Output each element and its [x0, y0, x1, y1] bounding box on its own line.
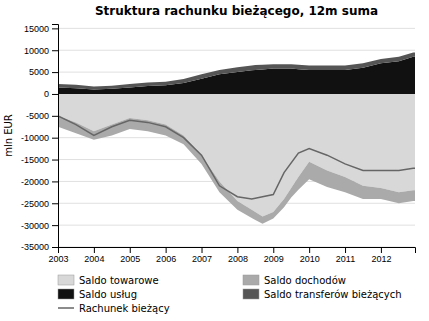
y-tick-label: -30000	[21, 221, 49, 231]
area	[58, 116, 415, 224]
line	[58, 116, 415, 199]
grid-line	[58, 50, 415, 51]
y-tick-label: -35000	[21, 242, 49, 252]
legend-item: Saldo dochodów	[243, 275, 346, 286]
title: Struktura rachunku bieżącego, 12m suma	[95, 4, 378, 18]
x-tick-label: 2005	[120, 254, 140, 264]
x-tick: 2012	[371, 247, 391, 264]
legend-item: Saldo towarowe	[58, 275, 159, 286]
x-tick: 2009	[264, 247, 284, 264]
y-tick: -25000	[21, 199, 58, 209]
y-tick-mark	[52, 181, 58, 182]
y-tick: -30000	[21, 221, 58, 231]
y-tick: -20000	[21, 177, 58, 187]
x-tick-label: 2011	[336, 254, 355, 264]
y-tick: 0	[44, 89, 58, 99]
y-tick-mark	[52, 225, 58, 226]
legend-swatch	[58, 289, 74, 299]
y-tick-label: -5000	[26, 111, 49, 121]
legend-label: Saldo transferów bieżących	[264, 289, 402, 300]
y-tick-mark	[52, 28, 58, 29]
y-tick-label: -15000	[21, 155, 49, 165]
legend-item: Rachunek bieżący	[58, 303, 170, 314]
y-tick-mark	[52, 160, 58, 161]
marks	[58, 52, 415, 223]
x-tick-mark	[345, 247, 346, 253]
area	[58, 52, 415, 89]
grid-line	[58, 28, 415, 29]
x-tick-mark	[130, 247, 131, 253]
y-tick-mark	[52, 247, 58, 248]
x-axis: 2003 2004 2005 2006 2007 2008 2009 2010 2011 2012	[48, 247, 415, 264]
x-tick: 2006	[156, 247, 176, 264]
x-tick-label: 2008	[228, 254, 248, 264]
legend-swatch	[58, 275, 74, 285]
y-tick-label: 10000	[24, 46, 49, 56]
y-tick-label: -10000	[21, 133, 49, 143]
grid-line	[58, 225, 415, 226]
y-tick: -35000	[21, 242, 58, 252]
y-tick: -15000	[21, 155, 58, 165]
legend-label: Saldo towarowe	[79, 275, 159, 286]
x-tick-label: 2004	[84, 254, 104, 264]
y-axis: -35000 -30000 -25000 -20000 -15000 -10000 -500…	[21, 24, 59, 253]
x-tick-mark	[309, 247, 310, 253]
y-tick-label: 15000	[24, 24, 49, 34]
legend-swatch	[243, 289, 259, 299]
y-tick-mark	[52, 72, 58, 73]
x-tick: 2004	[84, 247, 104, 264]
y-tick: -5000	[26, 111, 58, 121]
x-tick-mark	[381, 247, 382, 253]
x-axis-line	[59, 248, 416, 254]
y-tick: -10000	[21, 133, 58, 143]
y-tick: 10000	[24, 46, 58, 56]
y-tick-label: 5000	[29, 67, 49, 77]
x-tick: 2008	[228, 247, 248, 264]
x-tick: 2011	[336, 247, 355, 264]
x-tick-label: 2003	[48, 254, 68, 264]
y-tick-mark	[52, 50, 58, 51]
x-tick: 2005	[120, 247, 140, 264]
grid	[58, 28, 415, 247]
x-tick-label: 2009	[264, 254, 284, 264]
legend-item: Saldo usług	[58, 289, 137, 300]
y-axis-label: mln EUR	[3, 114, 14, 157]
legend-label: Saldo dochodów	[264, 275, 346, 286]
legend-swatch	[243, 275, 259, 285]
chart-container: 2003 2004 2005 2006 2007 2008 2009 2010 2011 2012…	[0, 0, 429, 321]
y-tick-mark	[52, 203, 58, 204]
x-tick: 2010	[300, 247, 320, 264]
y-tick-label: 0	[44, 89, 49, 99]
x-tick: 2007	[192, 247, 212, 264]
x-tick: 2003	[48, 247, 68, 264]
chart: 2003 2004 2005 2006 2007 2008 2009 2010 2011 2012…	[0, 0, 429, 321]
x-tick-mark	[237, 247, 238, 253]
x-tick-label: 2007	[192, 254, 212, 264]
x-tick-mark	[94, 247, 95, 253]
x-tick-mark	[166, 247, 167, 253]
x-tick-mark	[202, 247, 203, 253]
legend-label: Saldo usług	[79, 289, 137, 300]
y-tick-mark	[52, 94, 58, 95]
legend-label: Rachunek bieżący	[79, 303, 170, 314]
x-tick-label: 2012	[371, 254, 391, 264]
y-tick-label: -25000	[21, 199, 49, 209]
legend-item: Saldo transferów bieżących	[243, 289, 402, 300]
x-tick-mark	[273, 247, 274, 253]
y-tick: 5000	[29, 67, 58, 77]
y-tick-mark	[52, 116, 58, 117]
plot: 2003 2004 2005 2006 2007 2008 2009 2010 2011 2012…	[21, 24, 416, 265]
y-axis-line	[52, 25, 59, 248]
y-tick-label: -20000	[21, 177, 49, 187]
x-tick-label: 2006	[156, 254, 176, 264]
x-tick-label: 2010	[300, 254, 320, 264]
legend-swatch	[58, 307, 74, 309]
y-tick-mark	[52, 138, 58, 139]
y-tick: 15000	[24, 24, 58, 34]
legend: Saldo towarowe Saldo dochodów Saldo usług S…	[58, 275, 402, 314]
